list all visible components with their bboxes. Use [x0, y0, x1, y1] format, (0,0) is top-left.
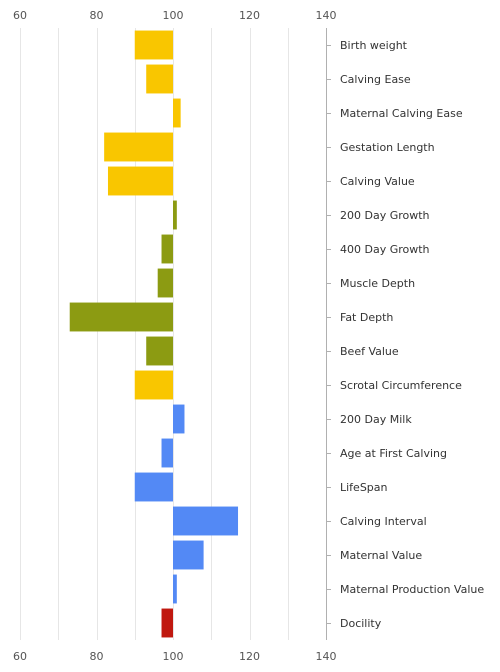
bar	[69, 302, 173, 332]
bar	[161, 608, 173, 638]
category-axis: Birth weight Calving Ease Maternal Calving…	[326, 28, 484, 640]
bottom-axis: 60 80 100 120 140	[13, 650, 337, 663]
category-label: Maternal Value	[340, 549, 422, 562]
bar	[134, 370, 173, 400]
category-label: LifeSpan	[340, 481, 388, 494]
bar	[146, 336, 173, 366]
top-axis: 60 80 100 120 140	[13, 9, 337, 22]
bars-layer	[69, 30, 239, 638]
category-label: Maternal Production Value	[340, 583, 484, 596]
category-label: 200 Day Milk	[340, 413, 412, 426]
category-label: Beef Value	[340, 345, 399, 358]
x-tick-label-bottom: 140	[316, 650, 337, 663]
category-label: Calving Ease	[340, 73, 411, 86]
bar	[161, 438, 173, 468]
bar	[104, 132, 173, 162]
x-tick-label-top: 100	[163, 9, 184, 22]
bar	[161, 234, 173, 264]
category-label: Maternal Calving Ease	[340, 107, 463, 120]
x-tick-label-top: 120	[239, 9, 260, 22]
x-tick-label-bottom: 80	[90, 650, 104, 663]
category-label: Muscle Depth	[340, 277, 415, 290]
bar	[173, 200, 177, 230]
category-label: 400 Day Growth	[340, 243, 430, 256]
category-label: Calving Interval	[340, 515, 427, 528]
category-label: Gestation Length	[340, 141, 435, 154]
bar	[134, 30, 173, 60]
bar	[107, 166, 173, 196]
x-tick-label-bottom: 60	[13, 650, 27, 663]
bar	[146, 64, 173, 94]
category-label: Age at First Calving	[340, 447, 447, 460]
bar	[134, 472, 173, 502]
bar	[173, 404, 185, 434]
x-tick-label-top: 60	[13, 9, 27, 22]
x-tick-label-top: 140	[316, 9, 337, 22]
category-label: Scrotal Circumference	[340, 379, 462, 392]
category-label: Birth weight	[340, 39, 408, 52]
category-label: Calving Value	[340, 175, 415, 188]
bar	[157, 268, 173, 298]
bar	[173, 98, 181, 128]
bar	[173, 574, 177, 604]
x-tick-label-top: 80	[90, 9, 104, 22]
category-label: Docility	[340, 617, 382, 630]
category-label: Fat Depth	[340, 311, 393, 324]
x-tick-label-bottom: 100	[163, 650, 184, 663]
bar	[173, 540, 204, 570]
bar	[173, 506, 239, 536]
category-label: 200 Day Growth	[340, 209, 430, 222]
x-tick-label-bottom: 120	[239, 650, 260, 663]
